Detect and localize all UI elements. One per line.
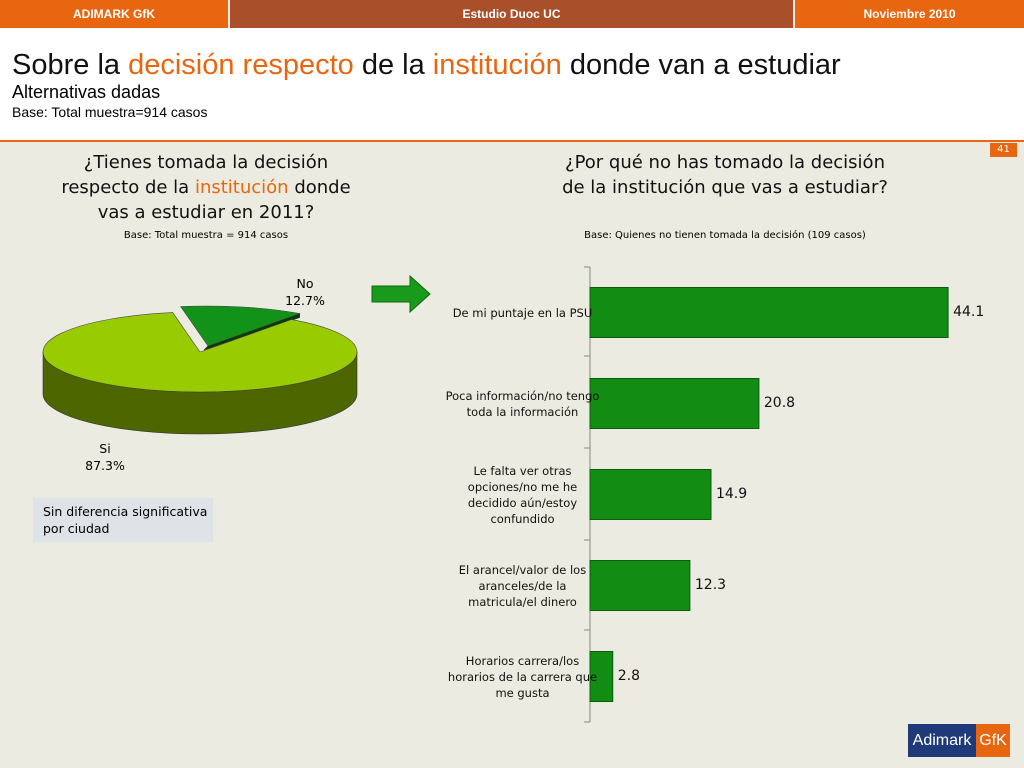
slide-subtitle: Alternativas dadas — [12, 82, 161, 102]
title-part: donde van a estudiar — [569, 49, 841, 81]
bar-value-label: 12.3 — [694, 576, 727, 593]
page-number: 41 — [990, 143, 1017, 157]
bar-category-label: El arancel/valor de los aranceles/de la … — [458, 562, 587, 609]
pie-category-label: No — [296, 276, 314, 291]
bar — [589, 469, 712, 520]
pie-title: ¿Tienes tomada la decisión respecto de l… — [56, 150, 356, 225]
bar-value-label: 20.8 — [763, 394, 796, 411]
pie-subtitle: Base: Total muestra = 914 casos — [123, 230, 289, 241]
pie-slice — [180, 305, 301, 347]
arrow — [371, 274, 431, 314]
header-right: Noviembre 2010 — [795, 0, 1024, 28]
pie-title-part: ¿Tienes tomada la decisión respecto de l… — [61, 152, 329, 198]
pie-value-label: 12.7% — [285, 293, 325, 308]
bar — [589, 287, 949, 338]
note: Sin diferencia significativa por ciudad — [43, 504, 208, 536]
logo-left: Adimark — [908, 724, 976, 757]
pie-title-part: donde vas a estudiar en 2011? — [97, 177, 351, 223]
bar-title: ¿Por qué no has tomado la decisión de la… — [562, 152, 888, 198]
pie-value-label: 87.3% — [85, 458, 125, 473]
slide-title: Sobre la decisión respecto de la institu… — [12, 48, 841, 82]
pie-slice — [42, 312, 358, 393]
header-left: ADIMARK GfK — [0, 0, 228, 28]
bar-category-label: De mi puntaje en la PSU — [452, 305, 593, 320]
bar-subtitle: Base: Quienes no tienen tomada la decisi… — [584, 230, 866, 241]
bar-value-label: 44.1 — [953, 303, 985, 320]
title-area — [0, 28, 1024, 141]
bar-value-label: 2.8 — [617, 667, 640, 684]
logo-right: GfK — [976, 724, 1010, 757]
note-box — [33, 498, 213, 542]
bar — [589, 378, 760, 429]
title-highlight: institución — [432, 49, 562, 81]
bar — [589, 651, 614, 702]
bar-value-label: 14.9 — [715, 485, 748, 502]
title-highlight: decisión respecto — [128, 49, 354, 81]
title-part: de la — [361, 49, 425, 81]
header-center: Estudio Duoc UC — [230, 0, 793, 28]
bar-category-label: Poca información/no tengo toda la inform… — [445, 388, 600, 419]
logo: Adimark GfK — [908, 724, 1010, 757]
bar — [589, 560, 691, 611]
bar-category-label: Le falta ver otras opciones/no me he dec… — [467, 463, 578, 526]
slide-base: Base: Total muestra=914 casos — [12, 104, 208, 120]
bar-category-label: Horarios carrera/los horarios de la carr… — [447, 653, 598, 700]
pie-category-label: Si — [99, 441, 111, 456]
pie-title-highlight: institución — [194, 177, 289, 198]
title-part: Sobre la — [12, 49, 121, 81]
